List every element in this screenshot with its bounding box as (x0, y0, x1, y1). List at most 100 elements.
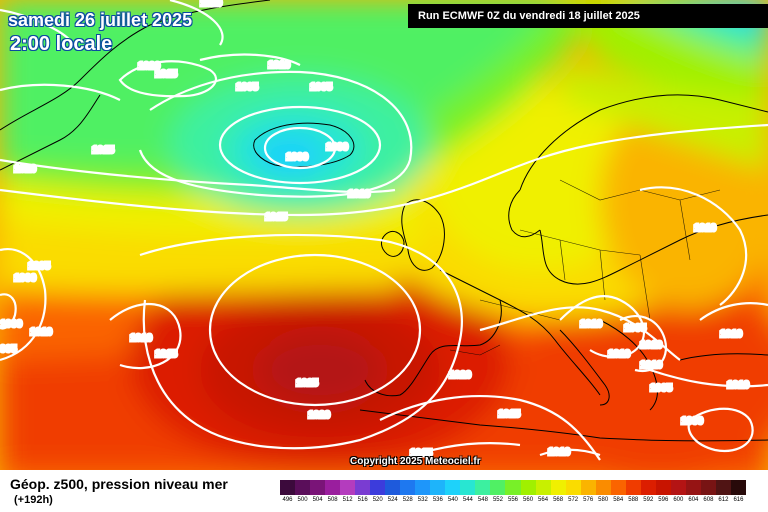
pressure-label: 1010 (640, 360, 663, 371)
legend-label: 540 (447, 497, 458, 503)
weather-map: 1010 1020 1015 1010 1005 1005 1015 1010 … (0, 0, 768, 470)
geopotential-field: 1010 1020 1015 1010 1005 1005 1015 1010 … (0, 0, 768, 470)
pressure-label: 1015 (410, 448, 433, 459)
forecast-time-title: 2:00 locale (10, 33, 113, 55)
legend-label: 600 (673, 497, 684, 503)
pressure-label: 1015 (498, 409, 521, 420)
legend-label: 532 (417, 497, 428, 503)
legend-label: 520 (372, 497, 383, 503)
legend-label: 580 (598, 497, 609, 503)
model-run-label: Run ECMWF 0Z du vendredi 18 juillet 2025 (418, 10, 640, 22)
forecast-date-title: samedi 26 juillet 2025 (8, 10, 193, 30)
pressure-label: 1000 (326, 142, 349, 153)
legend-swatch (385, 480, 401, 495)
pressure-label: 1005 (310, 82, 333, 93)
legend-swatch (700, 480, 717, 495)
pressure-label: 1000 (681, 416, 704, 427)
country-borders (449, 179, 721, 356)
legend-swatch (445, 480, 461, 495)
legend-swatch (550, 480, 567, 495)
lead-time-label: (+192h) (14, 494, 53, 506)
pressure-label: 1020 (308, 410, 331, 421)
map-footer: Géop. z500, pression niveau mer (+192h) … (0, 470, 768, 512)
pressure-label: 1005 (650, 383, 673, 394)
pressure-label: 1015 (155, 349, 178, 360)
pressure-label: 1010 (580, 319, 603, 330)
legend-label: 500 (297, 497, 308, 503)
pressure-label: 1015 (265, 212, 288, 223)
legend-label: 512 (342, 497, 353, 503)
pressure-label: 1005 (28, 261, 51, 272)
legend-label: 608 (703, 497, 714, 503)
isobars (0, 0, 768, 462)
pressure-label: 005 (0, 344, 17, 355)
pressure-label: 1020 (449, 370, 472, 381)
legend-label: 528 (402, 497, 413, 503)
pressure-label: 1010 (130, 333, 153, 344)
pressure-label: 1010 (200, 0, 223, 9)
pressure-label: 1010 (14, 164, 37, 175)
legend-label: 596 (658, 497, 669, 503)
legend-swatch (640, 480, 657, 495)
legend-swatch (505, 480, 521, 495)
legend-swatch (475, 480, 491, 495)
legend-swatch (415, 480, 431, 495)
legend-label: 616 (733, 497, 744, 503)
pressure-label: 1010 (548, 447, 571, 458)
legend-swatch (610, 480, 627, 495)
pressure-label: 1025 (296, 378, 319, 389)
legend-swatch (685, 480, 702, 495)
legend-label: 552 (492, 497, 503, 503)
pressure-labels: 1010 1020 1015 1010 1005 1005 1015 1010 … (0, 0, 751, 461)
parameter-title: Géop. z500, pression niveau mer (10, 476, 228, 492)
legend-swatch (430, 480, 446, 495)
pressure-label: 1010 (694, 223, 717, 234)
legend-label: 584 (613, 497, 624, 503)
color-scale-legend: 496 500 504 508 512 516 520 524 528 532 536 540 544 5… (280, 480, 768, 510)
pressure-label: 1005 (624, 323, 647, 334)
legend-label: 572 (568, 497, 579, 503)
legend-swatch (400, 480, 416, 495)
legend-swatch (580, 480, 597, 495)
legend-label: 560 (523, 497, 534, 503)
legend-swatch (460, 480, 476, 495)
legend-label: 524 (387, 497, 398, 503)
legend-swatch (355, 480, 371, 495)
color-bands (0, 0, 768, 470)
pressure-label: 1015 (155, 69, 178, 80)
legend-label: 556 (507, 497, 519, 503)
legend-label: 548 (477, 497, 488, 503)
legend-label: 536 (432, 497, 443, 503)
copyright-notice: Copyright 2025 Meteociel.fr (350, 456, 481, 467)
pressure-label: 1010 (348, 189, 371, 200)
pressure-label: 1010 (640, 340, 663, 351)
pressure-label: 1010 (720, 329, 743, 340)
legend-swatch (670, 480, 687, 495)
pressure-label: 1000 (286, 152, 309, 163)
legend-label: 496 (282, 497, 293, 503)
legend-label: 516 (357, 497, 368, 503)
pressure-label: 1010 (608, 349, 631, 360)
pressure-label: 1010 (268, 60, 291, 71)
legend-swatch (655, 480, 672, 495)
pressure-label: 1010 (30, 327, 53, 338)
legend-label: 564 (538, 497, 549, 503)
legend-swatch (295, 480, 311, 495)
legend-swatch (280, 480, 296, 495)
pressure-label: 1015 (92, 145, 115, 156)
legend-swatch (595, 480, 612, 495)
legend-swatch (535, 480, 552, 495)
legend-swatch (565, 480, 582, 495)
legend-swatch (715, 480, 732, 495)
legend-label: 588 (628, 497, 639, 503)
model-run-info: Run ECMWF 0Z du vendredi 18 juillet 2025 (408, 4, 768, 28)
pressure-label: 1000 (0, 319, 23, 330)
pressure-label: 1005 (236, 82, 259, 93)
pressure-label: 1010 (727, 380, 750, 391)
legend-label: 604 (688, 497, 699, 503)
pressure-label: 1020 (138, 61, 161, 72)
legend-label: 592 (643, 497, 654, 503)
legend-swatch (490, 480, 506, 495)
pressure-label: 1000 (14, 273, 37, 284)
legend-swatch (340, 480, 356, 495)
